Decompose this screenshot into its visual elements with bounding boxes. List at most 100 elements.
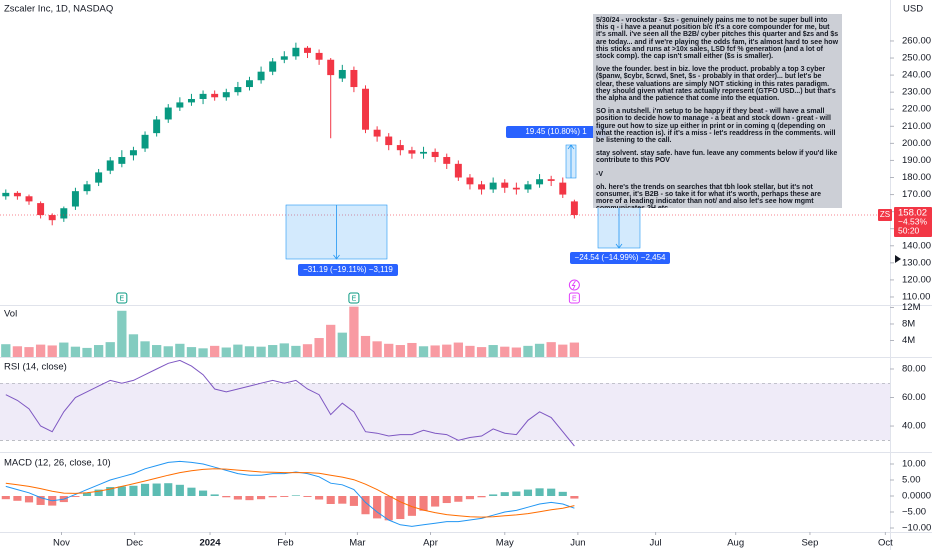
macd-histogram — [303, 496, 312, 497]
macd-histogram — [465, 496, 475, 500]
y-tick-label: 0.0000 — [902, 491, 931, 502]
x-tick-label: Apr — [423, 538, 438, 549]
volume-bar — [523, 345, 533, 357]
macd-histogram — [106, 487, 115, 496]
macd-histogram — [349, 496, 358, 506]
volume-bar — [453, 342, 463, 357]
y-tick-label: −10.00 — [902, 523, 931, 534]
macd-histogram — [129, 485, 138, 496]
last-price: 158.02 — [898, 208, 927, 219]
symbol-title: Zscaler Inc, 1D, NASDAQ — [4, 4, 113, 15]
volume-bar — [418, 346, 429, 357]
x-tick-label: Jun — [570, 538, 585, 549]
event-label: E — [572, 295, 577, 302]
volume-bar — [175, 343, 185, 357]
volume-bar — [488, 345, 498, 357]
volume-bar — [210, 345, 220, 357]
note-paragraph: stay solvent. stay safe. have fun. leave… — [596, 150, 838, 165]
y-tick-label: 190.00 — [902, 155, 931, 166]
candle-body — [269, 61, 277, 72]
volume-bar — [244, 346, 255, 357]
volume-bar — [279, 343, 289, 357]
candle-body — [176, 102, 184, 108]
macd-histogram — [24, 496, 34, 503]
candle-body — [222, 92, 230, 98]
dividend-bolt — [571, 280, 576, 290]
candle-body — [106, 160, 114, 171]
macd-histogram — [338, 496, 347, 504]
macd-histogram — [199, 490, 208, 496]
scroll-arrow[interactable] — [895, 255, 901, 263]
measure-label: 19.45 (10.80%) 1 — [525, 127, 587, 136]
macd-histogram — [535, 488, 544, 496]
candle-body — [396, 145, 404, 151]
rsi-band — [0, 383, 890, 441]
macd-histogram — [152, 483, 161, 496]
y-tick-label: 10.00 — [902, 459, 926, 470]
volume-bar — [198, 348, 208, 357]
macd-histogram — [117, 486, 126, 496]
candle-body — [280, 56, 288, 60]
event-badge — [568, 292, 580, 304]
volume-bar — [476, 347, 487, 357]
volume-bar — [152, 345, 162, 357]
candle-body — [129, 150, 137, 156]
macd-histogram — [315, 496, 324, 500]
measure-label-bg — [506, 126, 606, 138]
macd-histogram — [210, 494, 219, 496]
macd-histogram — [187, 487, 196, 496]
macd-histogram — [82, 492, 92, 496]
x-tick-label: Aug — [727, 538, 744, 549]
volume-bar — [70, 346, 81, 357]
measure-arrowhead — [333, 254, 340, 260]
volume-bar — [442, 344, 452, 357]
macd-histogram — [36, 496, 45, 505]
candle-body — [141, 134, 149, 149]
candle-body — [512, 187, 520, 190]
y-tick-label: 120.00 — [902, 274, 931, 285]
volume-bar — [349, 306, 359, 357]
macd-histogram — [71, 496, 80, 497]
macd-histogram — [13, 496, 22, 501]
measure-label-bg — [298, 264, 398, 276]
volume-bar — [221, 347, 231, 357]
volume-bar — [291, 345, 301, 357]
candle-body — [431, 151, 439, 158]
macd-histogram — [442, 496, 451, 504]
note-paragraph: oh. here's the trends on searches that t… — [596, 183, 822, 208]
volume-bar — [546, 342, 556, 357]
y-tick-label: 240.00 — [902, 70, 931, 81]
volume-bar — [186, 347, 197, 357]
volume-bar — [117, 310, 127, 357]
volume-bar — [395, 345, 405, 357]
y-tick-label: 5.00 — [902, 475, 921, 486]
volume-bar — [47, 345, 57, 357]
y-tick-label: 230.00 — [902, 87, 931, 98]
macd-histogram — [326, 496, 335, 504]
volume-bar — [407, 342, 417, 357]
x-tick-label: Oct — [878, 538, 893, 549]
volume-bar — [372, 341, 382, 357]
volume-bar — [128, 334, 139, 357]
volume-bar — [302, 344, 313, 357]
volume-bar — [105, 342, 115, 357]
macd-histogram — [1, 496, 10, 500]
candle-body — [118, 157, 126, 164]
volume-bar — [256, 346, 266, 357]
dividend-icon — [568, 279, 580, 291]
candle-body — [234, 87, 242, 93]
x-tick-label: Dec — [126, 538, 143, 549]
symbol-badge — [878, 209, 892, 222]
volume-bar — [430, 345, 440, 357]
volume-bar — [558, 344, 568, 357]
candle-body — [187, 98, 195, 103]
currency: USD — [903, 4, 923, 15]
volume-bar — [140, 341, 150, 357]
macd-histogram — [454, 496, 463, 502]
y-tick-label: −5.00 — [902, 507, 926, 518]
y-tick-label: 80.00 — [902, 363, 926, 374]
x-tick-label: Sep — [801, 538, 818, 549]
note-paragraph: 5/30/24 - vrockstar - $zs - genuinely pa… — [596, 17, 839, 61]
y-tick-label: 40.00 — [902, 421, 926, 432]
y-tick-label: 110.00 — [902, 291, 930, 302]
